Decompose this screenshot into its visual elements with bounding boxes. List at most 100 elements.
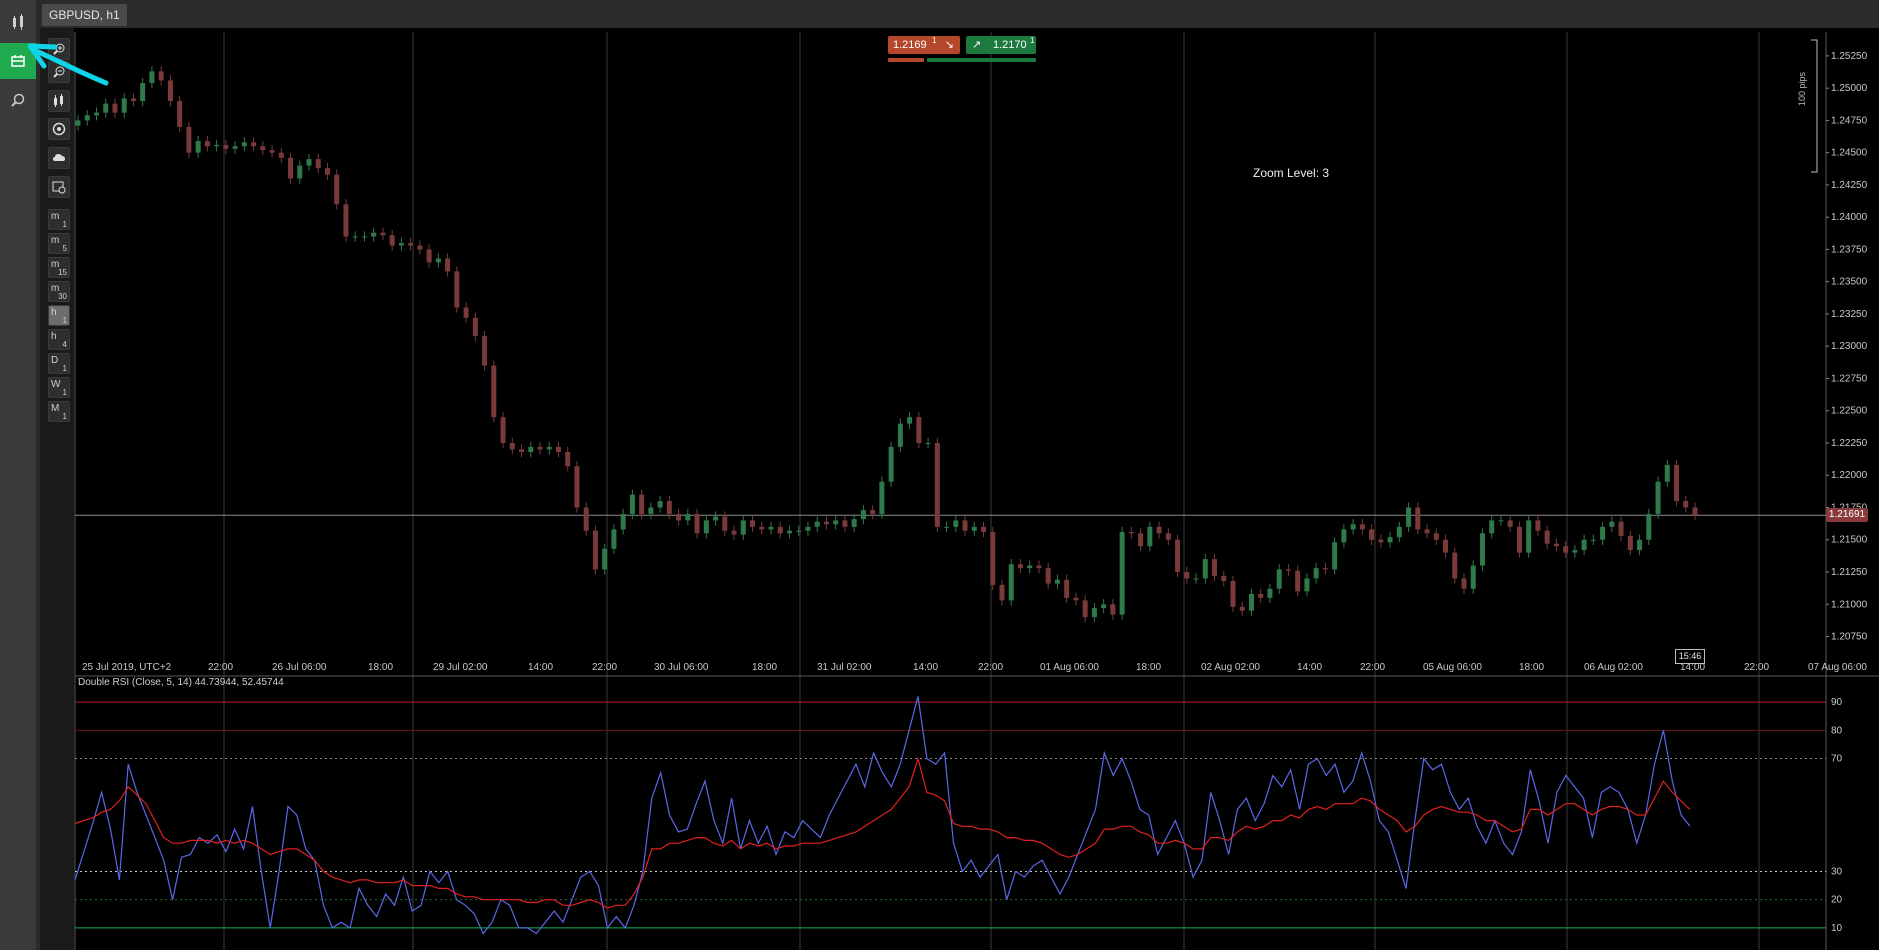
- candle-body: [750, 520, 756, 527]
- candle-body: [232, 146, 238, 149]
- candle-body: [1627, 535, 1633, 551]
- time-tick-label: 31 Jul 02:00: [817, 662, 872, 673]
- candlestick-series: [75, 66, 1698, 623]
- tab-gbpusd-h1[interactable]: GBPUSD, h1: [42, 4, 127, 26]
- candle-body: [1258, 593, 1264, 598]
- candle-body: [1692, 507, 1698, 516]
- price-tick-label: 1.25000: [1831, 83, 1868, 94]
- candle-body: [944, 526, 950, 528]
- candle-body: [823, 521, 829, 525]
- rsi-panel: 90 80 70 30 20 10: [74, 696, 1843, 935]
- time-tick-label: 18:00: [1519, 662, 1544, 673]
- timeframe-unit: W: [51, 379, 61, 390]
- candle-body: [167, 80, 173, 102]
- candle-body: [1646, 513, 1652, 540]
- candle-body: [1008, 564, 1014, 601]
- candle-body: [93, 112, 99, 116]
- price-tick-label: 1.25250: [1831, 51, 1868, 62]
- arrow-down-right-icon: ↘: [944, 39, 954, 51]
- candle-body: [260, 146, 266, 151]
- time-tick-label: 22:00: [1744, 662, 1769, 673]
- candle-body: [971, 526, 977, 531]
- buy-button[interactable]: ↗ 1.2170 1: [966, 36, 1036, 54]
- price-tick-label: 1.24750: [1831, 115, 1868, 126]
- candle-body: [1378, 539, 1384, 543]
- price-tick-label: 1.20750: [1831, 632, 1868, 643]
- candle-body: [1461, 578, 1467, 589]
- candle-body: [1184, 572, 1190, 579]
- time-tick-label: 18:00: [368, 662, 393, 673]
- candle-body: [1267, 588, 1273, 598]
- cloud-button[interactable]: [48, 147, 70, 169]
- time-tick-label: 02 Aug 02:00: [1201, 662, 1260, 673]
- rsi-level-label: 70: [1831, 754, 1843, 765]
- rsi-level-label: 10: [1831, 923, 1843, 934]
- candle-body: [1341, 529, 1347, 543]
- candle-body: [962, 520, 968, 531]
- candle-body: [555, 446, 561, 453]
- candle-body: [1526, 520, 1532, 553]
- candle-body: [1036, 565, 1042, 569]
- color-scheme-button[interactable]: [48, 118, 70, 140]
- time-tick-label: 30 Jul 06:00: [654, 662, 709, 673]
- candle-body: [1101, 604, 1107, 609]
- tab-bar: GBPUSD, h1: [38, 0, 1879, 28]
- search-chart-button[interactable]: [0, 82, 36, 118]
- price-tick-label: 1.22250: [1831, 438, 1868, 449]
- candle-body: [657, 501, 663, 508]
- settings-button[interactable]: [48, 176, 70, 198]
- candle-body: [343, 204, 349, 237]
- trade-button[interactable]: [0, 4, 36, 40]
- chart-area[interactable]: [40, 28, 1879, 950]
- candle-body: [814, 521, 820, 527]
- candle-body: [1498, 520, 1504, 522]
- candle-body: [1332, 542, 1338, 570]
- candle-body: [324, 168, 330, 175]
- candle-body: [278, 152, 284, 158]
- pips-scale-label: 100 pips: [1797, 71, 1807, 106]
- candle-body: [1683, 501, 1689, 508]
- candle-body: [371, 232, 377, 237]
- candle-body: [694, 513, 700, 534]
- candle-body: [685, 513, 691, 521]
- timeframe-m30-button[interactable]: m 30: [48, 281, 70, 302]
- price-tick-label: 1.24000: [1831, 212, 1868, 223]
- rsi-level-label: 90: [1831, 697, 1843, 708]
- sell-button[interactable]: 1.2169 1 ↘: [888, 36, 960, 54]
- buy-price-sup: 1: [1030, 36, 1035, 45]
- time-tick-label: 22:00: [208, 662, 233, 673]
- candle-body: [1415, 507, 1421, 530]
- candle-body: [537, 446, 543, 450]
- candle-body: [315, 159, 321, 169]
- candle-body: [1600, 526, 1606, 540]
- time-tick-label: 01 Aug 06:00: [1040, 662, 1099, 673]
- price-tick-label: 1.24500: [1831, 148, 1868, 159]
- candle-body: [482, 335, 488, 366]
- time-tick-label: 14:00: [528, 662, 553, 673]
- color-scheme-icon: [52, 122, 66, 136]
- candle-body: [204, 141, 210, 147]
- candle-body: [1369, 529, 1375, 540]
- chart-type-button[interactable]: [48, 90, 70, 112]
- candle-body: [1073, 597, 1079, 601]
- candle-body: [851, 519, 857, 527]
- candle-body: [288, 157, 294, 179]
- chart-icon: [11, 55, 25, 67]
- candle-body: [75, 120, 81, 126]
- candle-body: [888, 446, 894, 482]
- candle-body: [1017, 564, 1023, 569]
- timeframe-m15-button[interactable]: m 15: [48, 257, 70, 278]
- candle-body: [500, 417, 506, 443]
- timeframe-unit: h: [51, 331, 57, 342]
- candle-body: [768, 526, 774, 530]
- annotation-arrow-icon: [27, 43, 109, 86]
- candle-body: [352, 236, 358, 238]
